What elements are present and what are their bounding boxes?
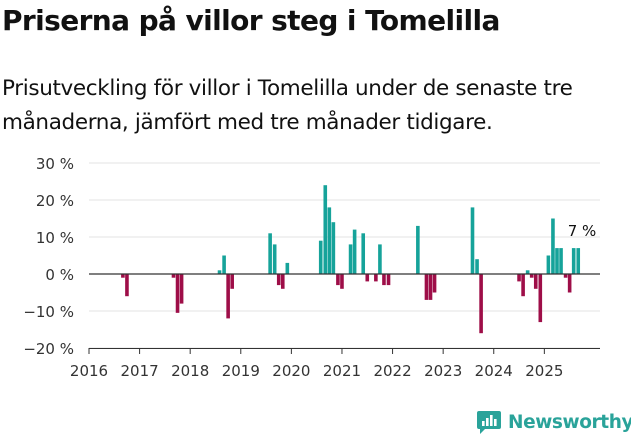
bar xyxy=(336,274,340,286)
brand-logo: Newsworthy xyxy=(476,409,631,435)
bar xyxy=(378,244,382,274)
x-tick-label: 2017 xyxy=(121,362,159,380)
bar xyxy=(230,274,234,289)
value-annotation: 7 % xyxy=(568,222,597,240)
y-tick-label: −20 % xyxy=(23,340,74,358)
bar xyxy=(175,274,180,313)
bar xyxy=(567,274,572,293)
x-tick-label: 2016 xyxy=(70,362,108,380)
bar xyxy=(432,274,437,293)
bar xyxy=(340,274,344,289)
x-tick-label: 2021 xyxy=(323,362,361,380)
x-tick-label: 2023 xyxy=(424,362,462,380)
bar xyxy=(546,255,551,274)
bar xyxy=(525,270,530,274)
y-tick-label: 10 % xyxy=(36,229,74,247)
bar xyxy=(382,274,386,286)
bar xyxy=(416,225,420,274)
bar xyxy=(470,207,475,274)
bar xyxy=(533,274,538,289)
bar xyxy=(280,274,285,289)
bar xyxy=(323,185,328,274)
y-tick-label: 30 % xyxy=(36,155,74,173)
bar xyxy=(365,274,370,282)
bar xyxy=(222,255,226,274)
x-tick-label: 2019 xyxy=(222,362,260,380)
x-tick-label: 2025 xyxy=(525,362,563,380)
bar xyxy=(571,248,576,274)
bar xyxy=(517,274,521,282)
bar xyxy=(171,274,176,278)
newsworthy-logo-icon xyxy=(477,411,501,434)
chart-subtitle: Prisutveckling för villor i Tomelilla un… xyxy=(2,76,573,135)
y-tick-label: −10 % xyxy=(23,303,74,321)
bar xyxy=(521,274,525,297)
bar xyxy=(551,218,555,274)
y-tick-label: 20 % xyxy=(36,192,74,210)
bar xyxy=(563,274,568,278)
axis-layer: −20 % −10 % 0 % 10 % 20 % 30 % 2016 2017 2018 201… xyxy=(23,155,600,380)
bar xyxy=(179,274,184,304)
bar xyxy=(226,274,230,319)
bar xyxy=(529,274,534,278)
bar xyxy=(348,244,353,274)
x-tick-label: 2022 xyxy=(373,362,411,380)
bar xyxy=(361,233,366,274)
bar xyxy=(268,233,272,274)
bar xyxy=(327,207,332,274)
bar xyxy=(475,259,479,274)
bar xyxy=(125,274,129,297)
bar xyxy=(331,222,336,274)
bar xyxy=(318,240,323,274)
bar xyxy=(217,270,222,274)
bar xyxy=(479,274,483,334)
bar xyxy=(121,274,125,278)
bar xyxy=(285,262,290,274)
bar xyxy=(386,274,391,286)
brand-name: Newsworthy xyxy=(508,411,631,433)
bar xyxy=(538,274,543,323)
bar xyxy=(374,274,378,282)
bar xyxy=(555,248,559,274)
bar xyxy=(576,248,581,274)
bar xyxy=(352,229,357,274)
y-tick-label: 0 % xyxy=(45,266,74,284)
x-tick-label: 2020 xyxy=(272,362,310,380)
chart-title: Priserna på villor steg i Tomelilla xyxy=(2,4,500,37)
x-tick-label: 2018 xyxy=(171,362,209,380)
bar xyxy=(428,274,433,300)
bar xyxy=(276,274,281,286)
x-tick-label: 2024 xyxy=(475,362,513,380)
bar xyxy=(424,274,429,300)
bars-layer xyxy=(121,185,581,334)
grid-layer xyxy=(89,162,600,349)
bar xyxy=(272,244,277,274)
bar xyxy=(559,248,563,274)
